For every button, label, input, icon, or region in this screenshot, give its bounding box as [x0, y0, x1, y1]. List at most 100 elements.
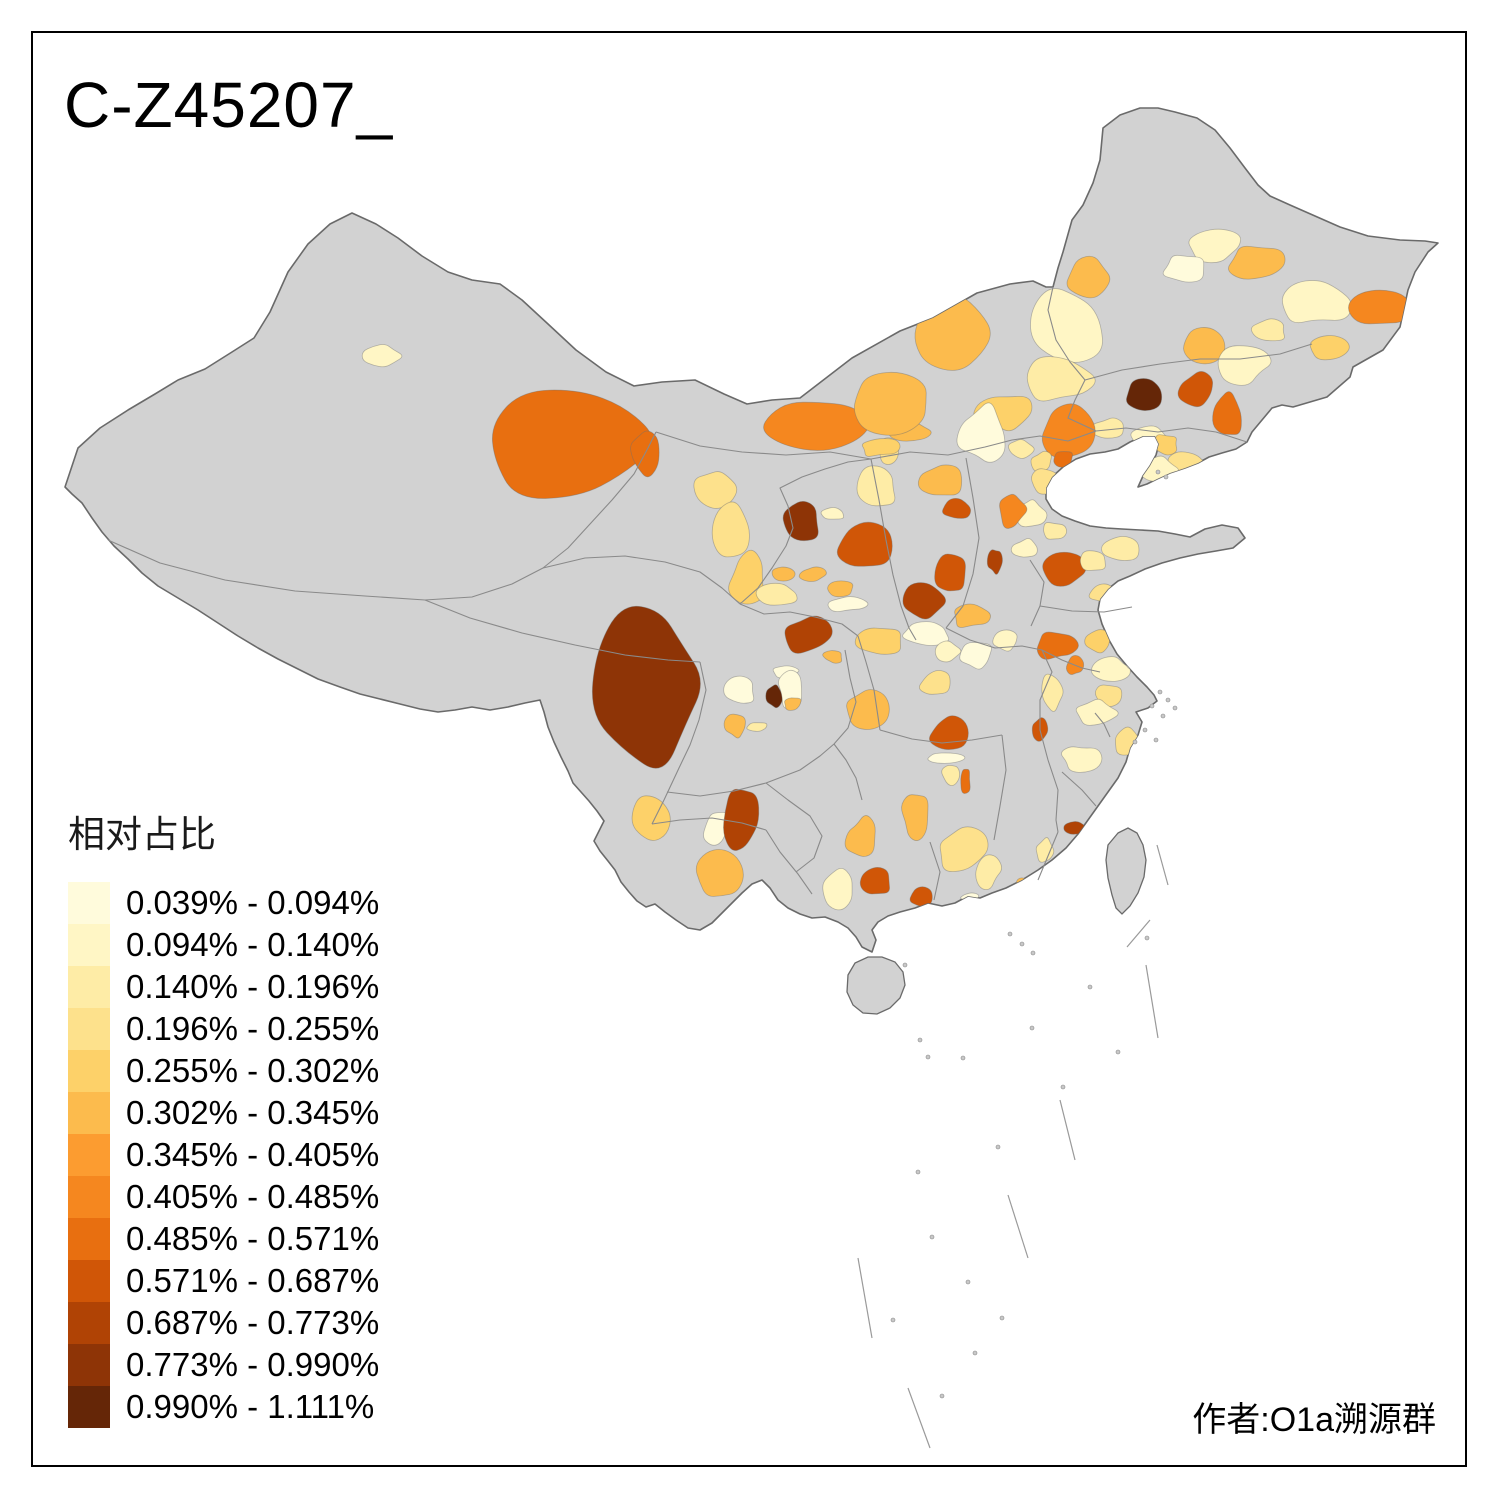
legend-title: 相对占比 [68, 814, 216, 855]
prefecture-region [703, 811, 728, 846]
prefecture-region [844, 815, 876, 857]
prefecture-region [1066, 255, 1111, 299]
legend-row: 0.773% - 0.990% [68, 1344, 379, 1386]
prefecture-region [771, 566, 796, 582]
province-border [1029, 559, 1045, 627]
islet-dot [972, 1350, 978, 1356]
legend-label: 0.485% - 0.571% [126, 1220, 380, 1257]
prefecture-region [1114, 448, 1139, 467]
prefecture-region [827, 580, 854, 598]
prefecture-region [1030, 450, 1052, 473]
prefecture-region [859, 866, 890, 895]
legend-label: 0.255% - 0.302% [126, 1052, 380, 1089]
prefecture-region [954, 603, 991, 628]
legend-label: 0.039% - 0.094% [126, 884, 380, 921]
prefecture-region [1188, 228, 1242, 264]
prefecture-region [836, 521, 893, 567]
islet-dot [1149, 703, 1155, 709]
prefecture-region [986, 549, 1003, 575]
province-border [833, 649, 857, 745]
islet-dot [1060, 1084, 1066, 1090]
prefecture-region [1113, 617, 1146, 635]
page-title: C-Z45207_ [64, 69, 394, 141]
islet-dot [1030, 950, 1036, 956]
prefecture-region [723, 675, 755, 704]
prefecture-region [934, 553, 966, 592]
islet-dot [999, 1315, 1005, 1321]
prefecture-region [1177, 371, 1214, 408]
prefecture-region [1061, 746, 1103, 773]
islet-dot [1155, 469, 1161, 475]
province-border [1095, 427, 1248, 443]
prefecture-region [854, 627, 901, 655]
islet-dot [1019, 941, 1025, 947]
legend-rows: 0.039% - 0.094% 0.094% - 0.140% 0.140% - 0… [68, 882, 379, 1428]
prefecture-region [1090, 656, 1131, 682]
islet-dot [1144, 935, 1150, 941]
sea-boundary-line [907, 1387, 931, 1449]
legend-swatch [68, 924, 110, 966]
prefecture-region [1042, 551, 1087, 587]
legend-swatch [68, 1344, 110, 1386]
province-border [1047, 286, 1086, 381]
islet-dot [1157, 689, 1163, 695]
legend-label: 0.094% - 0.140% [126, 926, 380, 963]
legend-row: 0.302% - 0.345% [68, 1092, 379, 1134]
legend-swatch [68, 1050, 110, 1092]
prefecture-region [746, 722, 768, 732]
province-border [107, 431, 657, 601]
sea-boundary-lines [857, 844, 1169, 1449]
prefecture-region [960, 768, 971, 794]
sea-boundary-line [1059, 1099, 1076, 1161]
prefecture-region [784, 615, 833, 654]
prefecture-region [999, 493, 1028, 529]
legend-label: 0.345% - 0.405% [126, 1136, 380, 1173]
prefecture-region [591, 605, 701, 769]
sea-boundary-line [1126, 919, 1151, 948]
islet-dot [939, 1393, 945, 1399]
legend-row: 0.571% - 0.687% [68, 1260, 379, 1302]
prefecture-region [798, 566, 827, 582]
prefecture-region [1250, 318, 1285, 342]
legend: 相对占比 0.039% - 0.094% 0.094% - 0.140% 0.140… [68, 804, 379, 1428]
prefecture-region [763, 401, 870, 451]
province-border [1039, 605, 1133, 613]
province-border [651, 817, 767, 831]
legend-label: 0.571% - 0.687% [126, 1262, 380, 1299]
prefecture-region [917, 464, 963, 496]
islet-dot [1172, 705, 1178, 711]
prefecture-region [711, 501, 750, 558]
province-border [765, 829, 813, 895]
legend-swatch [68, 1176, 110, 1218]
islet-dot [917, 1037, 923, 1043]
prefecture-region [784, 697, 802, 711]
prefecture-region [820, 507, 844, 520]
province-border [1094, 712, 1111, 738]
prefecture-region [693, 471, 738, 509]
prefecture-region [1101, 536, 1140, 561]
province-border [1067, 379, 1097, 432]
prefecture-region [755, 582, 798, 606]
prefecture-region [1348, 289, 1411, 325]
taiwan-island [1105, 827, 1147, 915]
province-border [833, 743, 863, 801]
prefecture-region [1035, 837, 1055, 863]
prefecture-region [827, 596, 869, 612]
prefecture-region [939, 826, 989, 873]
legend-swatch [68, 882, 110, 924]
prefecture-region [934, 640, 962, 663]
sea-boundary-line [1007, 1194, 1029, 1259]
province-border [424, 599, 701, 663]
legend-row: 0.196% - 0.255% [68, 1008, 379, 1050]
legend-label: 0.196% - 0.255% [126, 1010, 380, 1047]
islet-dot [929, 1234, 935, 1240]
prefecture-region [1043, 522, 1068, 540]
prefecture-region [822, 868, 853, 911]
legend-label: 0.140% - 0.196% [126, 968, 380, 1005]
islet-dot [902, 962, 908, 968]
prefecture-region [1053, 451, 1073, 468]
province-border [1041, 649, 1101, 673]
province-border [1084, 343, 1313, 381]
province-border [651, 661, 707, 825]
prefecture-region [492, 389, 653, 499]
